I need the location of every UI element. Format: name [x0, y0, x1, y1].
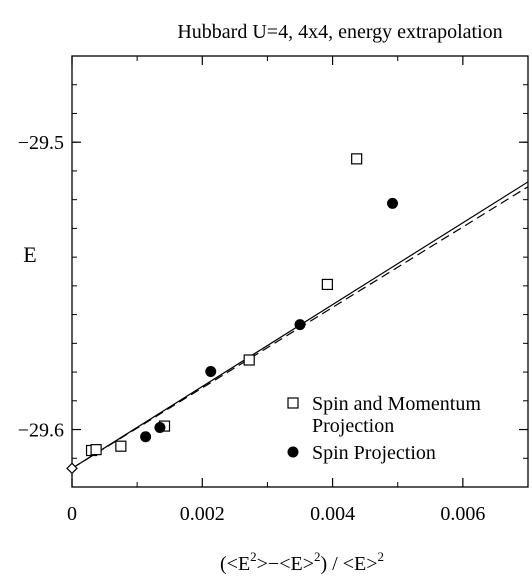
data-markers — [66, 153, 399, 475]
series-1-point-4 — [387, 197, 399, 209]
series-1-point-0 — [140, 431, 152, 443]
x-label-part-2: >−<E> — [257, 553, 314, 575]
series-0-point-6 — [351, 153, 363, 165]
chart-title: Hubbard U=4, 4x4, energy extrapolation — [177, 21, 502, 43]
series-0-point-1 — [90, 444, 102, 456]
x-tick-label-2: 0.004 — [310, 503, 355, 525]
x-axis-ticks: 0 0.002 0.004 0.006 — [67, 56, 485, 525]
legend-label-0-line-1: Projection — [312, 415, 394, 437]
x-label-exp-2: 2 — [314, 549, 321, 564]
series-0-point-5 — [321, 278, 333, 291]
legend-marker-1 — [287, 446, 299, 458]
x-label-exp-3: 2 — [378, 549, 385, 564]
y-tick-label-1: −29.6 — [18, 420, 64, 442]
legend-label-1-line-0: Spin Projection — [312, 442, 436, 464]
extrapolated-point — [66, 462, 78, 475]
y-tick-label-0: −29.5 — [18, 132, 64, 154]
series-1-point-2 — [205, 365, 217, 377]
series-0-point-4 — [243, 354, 255, 366]
x-axis-label: (<E2>−<E>2) / <E>2 — [220, 549, 384, 575]
series-0-point-2 — [115, 440, 127, 452]
x-tick-label-3: 0.006 — [440, 503, 485, 525]
series-1-point-1 — [154, 422, 166, 434]
x-tick-label-1: 0.002 — [180, 503, 225, 525]
x-tick-label-0: 0 — [67, 503, 77, 525]
series-1-point-3 — [294, 319, 306, 331]
y-axis-label: E — [23, 242, 36, 267]
x-label-exp-1: 2 — [250, 549, 257, 564]
legend-label-0-line-0: Spin and Momentum — [312, 393, 481, 415]
plot-frame — [71, 55, 529, 488]
legend-marker-0 — [287, 397, 299, 409]
x-label-part-3: ) / <E> — [321, 553, 378, 575]
x-label-part-1: (<E — [220, 553, 250, 575]
y-axis-ticks: −29.5 −29.6 — [18, 84, 528, 459]
